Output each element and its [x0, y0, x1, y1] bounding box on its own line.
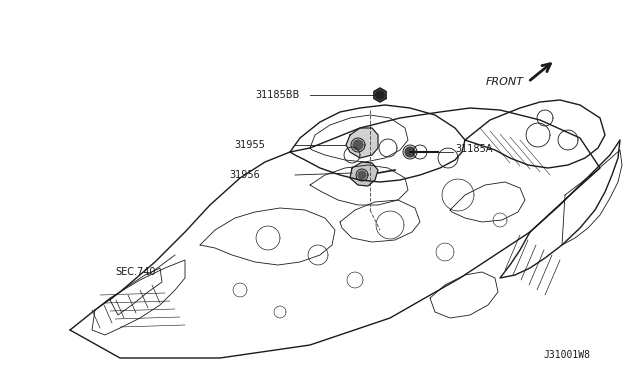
Polygon shape [353, 140, 363, 150]
Polygon shape [374, 88, 386, 102]
Polygon shape [405, 147, 415, 157]
Text: 31955: 31955 [234, 140, 265, 150]
Text: 31185BB: 31185BB [256, 90, 300, 100]
Text: J31001W8: J31001W8 [543, 350, 590, 360]
Text: 31956: 31956 [229, 170, 260, 180]
Polygon shape [346, 128, 378, 158]
Text: SEC.740: SEC.740 [115, 267, 156, 277]
Polygon shape [376, 91, 384, 99]
Text: FRONT: FRONT [486, 77, 524, 87]
Polygon shape [350, 162, 378, 186]
Polygon shape [358, 171, 366, 179]
Text: 31185A: 31185A [455, 144, 492, 154]
